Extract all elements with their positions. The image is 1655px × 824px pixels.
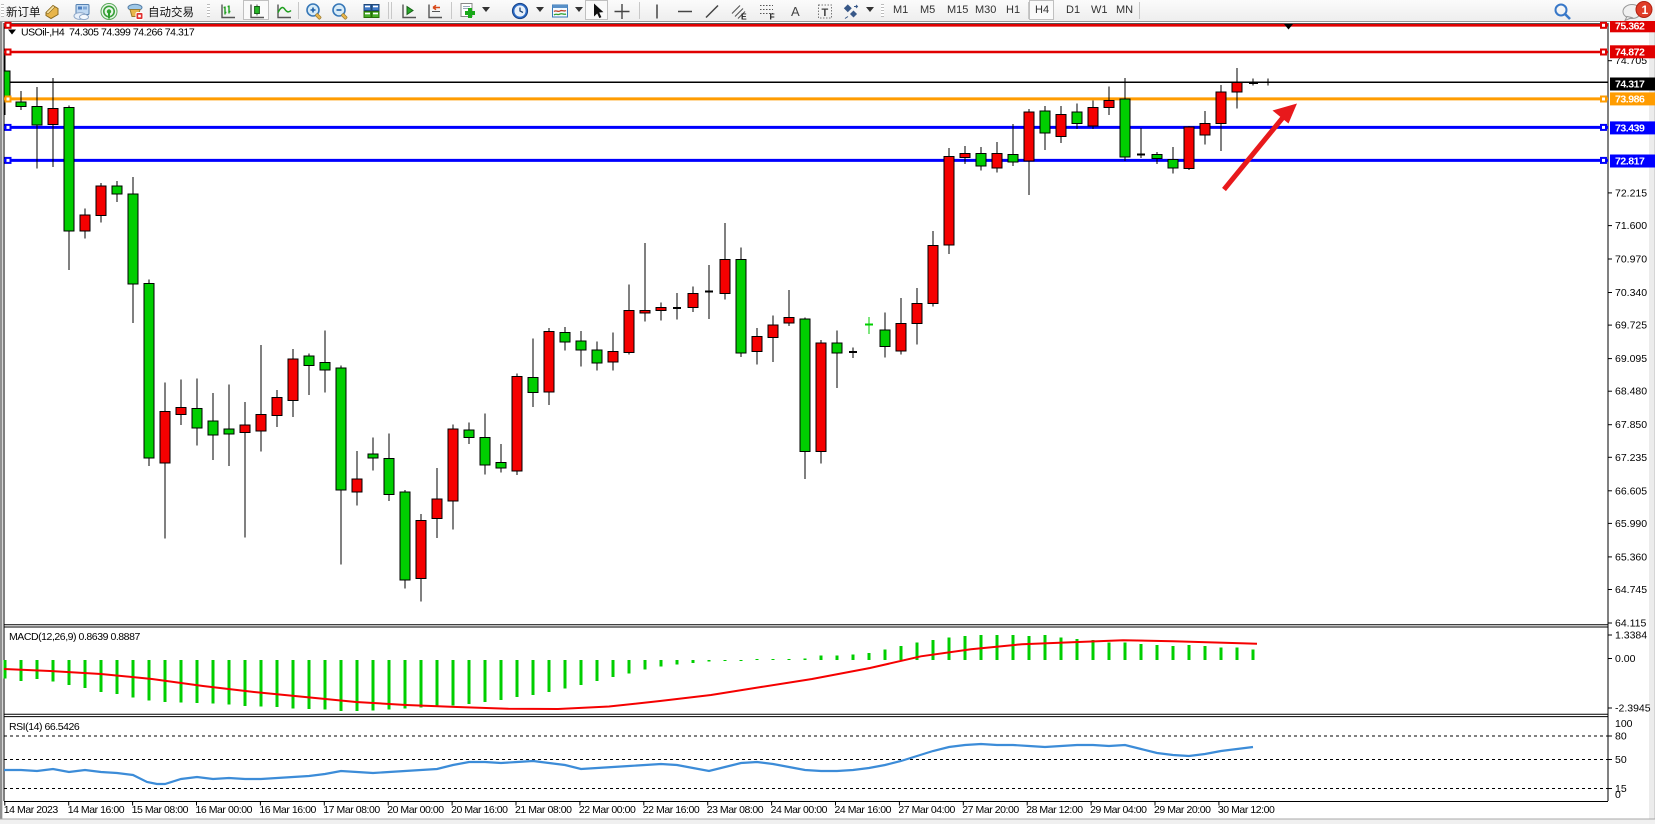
svg-text:27 Mar 20:00: 27 Mar 20:00 [962, 804, 1019, 816]
svg-text:20 Mar 00:00: 20 Mar 00:00 [387, 804, 444, 816]
svg-text:21 Mar 08:00: 21 Mar 08:00 [515, 804, 572, 816]
svg-text:27 Mar 04:00: 27 Mar 04:00 [898, 804, 955, 816]
svg-text:20 Mar 16:00: 20 Mar 16:00 [451, 804, 508, 816]
svg-text:24 Mar 00:00: 24 Mar 00:00 [771, 804, 828, 816]
svg-text:MACD(12,26,9) 0.8639 0.8887: MACD(12,26,9) 0.8639 0.8887 [9, 631, 140, 643]
svg-text:69.725: 69.725 [1615, 320, 1647, 332]
svg-text:64.115: 64.115 [1615, 618, 1646, 630]
svg-text:71.600: 71.600 [1615, 220, 1647, 232]
svg-text:14 Mar 2023: 14 Mar 2023 [4, 804, 59, 816]
svg-text:70.340: 70.340 [1615, 287, 1647, 299]
svg-text:67.850: 67.850 [1615, 419, 1647, 431]
svg-text:-2.3945: -2.3945 [1615, 703, 1651, 715]
svg-text:0.00: 0.00 [1615, 653, 1636, 665]
svg-text:72.817: 72.817 [1615, 156, 1645, 168]
svg-text:1: 1 [1642, 3, 1649, 17]
svg-text:29 Mar 04:00: 29 Mar 04:00 [1090, 804, 1147, 816]
svg-text:66.605: 66.605 [1615, 485, 1647, 497]
svg-text:73.986: 73.986 [1615, 93, 1645, 105]
svg-text:72.215: 72.215 [1615, 187, 1647, 199]
svg-text:14 Mar 16:00: 14 Mar 16:00 [68, 804, 125, 816]
svg-text:65.990: 65.990 [1615, 518, 1647, 530]
svg-text:28 Mar 12:00: 28 Mar 12:00 [1026, 804, 1083, 816]
svg-text:70.970: 70.970 [1615, 254, 1647, 266]
svg-text:16 Mar 16:00: 16 Mar 16:00 [259, 804, 316, 816]
svg-text:USOil-,H4 74.305 74.399 74.26: USOil-,H4 74.305 74.399 74.266 74.317 [21, 27, 195, 39]
svg-text:67.235: 67.235 [1615, 452, 1647, 464]
svg-text:29 Mar 20:00: 29 Mar 20:00 [1154, 804, 1211, 816]
svg-text:69.095: 69.095 [1615, 353, 1647, 365]
svg-text:15 Mar 08:00: 15 Mar 08:00 [132, 804, 189, 816]
svg-text:74.872: 74.872 [1615, 46, 1645, 58]
svg-text:80: 80 [1615, 731, 1627, 743]
svg-text:75.362: 75.362 [1615, 21, 1645, 32]
svg-text:64.745: 64.745 [1615, 584, 1647, 596]
svg-text:E: E [741, 12, 747, 22]
svg-text:22 Mar 00:00: 22 Mar 00:00 [579, 804, 636, 816]
svg-text:23 Mar 08:00: 23 Mar 08:00 [707, 804, 764, 816]
svg-text:30 Mar 12:00: 30 Mar 12:00 [1218, 804, 1275, 816]
svg-text:65.360: 65.360 [1615, 551, 1647, 563]
svg-text:1.3384: 1.3384 [1615, 630, 1647, 642]
svg-text:74.317: 74.317 [1615, 79, 1645, 91]
svg-text:RSI(14) 66.5426: RSI(14) 66.5426 [9, 721, 80, 733]
svg-text:22 Mar 16:00: 22 Mar 16:00 [643, 804, 700, 816]
svg-text:17 Mar 08:00: 17 Mar 08:00 [323, 804, 380, 816]
svg-text:100: 100 [1615, 718, 1633, 730]
svg-text:16 Mar 00:00: 16 Mar 00:00 [196, 804, 253, 816]
svg-text:24 Mar 16:00: 24 Mar 16:00 [835, 804, 892, 816]
svg-text:T: T [822, 7, 829, 19]
svg-text:50: 50 [1615, 754, 1627, 766]
svg-text:15: 15 [1615, 783, 1627, 795]
svg-text:0: 0 [1615, 789, 1621, 801]
svg-text:F: F [770, 12, 775, 22]
svg-text:73.439: 73.439 [1615, 122, 1645, 134]
svg-text:68.480: 68.480 [1615, 386, 1647, 398]
